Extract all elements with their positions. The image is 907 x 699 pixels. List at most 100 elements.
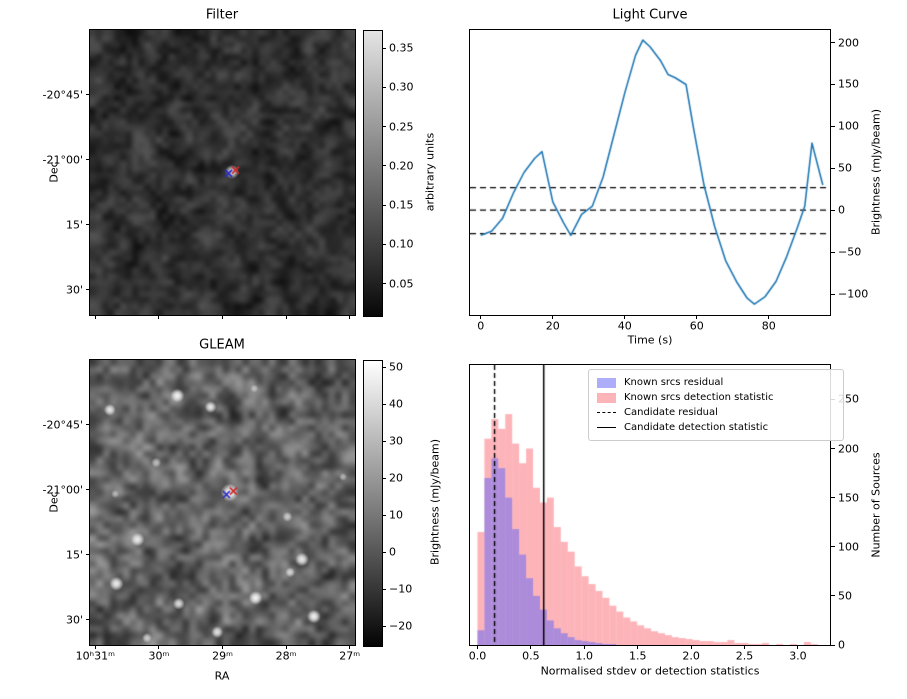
tick-label: 150 bbox=[838, 491, 859, 505]
tick-label: -20°45' bbox=[42, 418, 84, 432]
tick-mark bbox=[86, 159, 90, 161]
tick-label: 29ᵐ bbox=[212, 649, 233, 663]
tick-mark bbox=[476, 645, 478, 649]
tick-label: 0.10 bbox=[389, 237, 414, 251]
tick-mark bbox=[831, 209, 835, 211]
gleam-colorbar bbox=[363, 360, 383, 647]
tick-mark bbox=[382, 588, 386, 590]
tick-label: 10ʰ31ᵐ bbox=[75, 649, 115, 663]
gleam-colorbar-label: Brightness (mJy/beam) bbox=[428, 438, 442, 566]
filter-title: Filter bbox=[205, 7, 239, 23]
filter-colorbar bbox=[363, 30, 383, 317]
tick-label: 80 bbox=[761, 319, 776, 333]
legend-label-candidate-residual: Candidate residual bbox=[624, 407, 718, 418]
tick-label: −10 bbox=[389, 582, 413, 596]
tick-label: 30' bbox=[65, 613, 83, 627]
histogram-ylabel: Number of Sources bbox=[869, 452, 883, 558]
tick-mark bbox=[831, 497, 835, 499]
legend-label-known-srcs-residual: Known srcs residual bbox=[624, 377, 724, 388]
tick-label: 1.0 bbox=[575, 649, 594, 663]
lightcurve-plot bbox=[470, 30, 830, 315]
tick-mark bbox=[86, 619, 90, 621]
tick-label: 0 bbox=[477, 319, 485, 333]
tick-label: -21°00' bbox=[42, 153, 84, 167]
tick-mark bbox=[94, 645, 96, 649]
tick-label: 2.5 bbox=[735, 649, 754, 663]
tick-label: 0.25 bbox=[389, 120, 414, 134]
tick-mark bbox=[158, 645, 160, 649]
filter-colorbar-label: arbitrary units bbox=[423, 132, 437, 212]
tick-label: −50 bbox=[838, 245, 862, 259]
tick-mark bbox=[86, 224, 90, 226]
tick-mark bbox=[480, 315, 482, 319]
tick-mark bbox=[86, 289, 90, 291]
tick-mark bbox=[86, 554, 90, 556]
legend-row: Known srcs residual bbox=[597, 375, 835, 390]
tick-mark bbox=[222, 645, 223, 649]
tick-mark bbox=[831, 42, 835, 44]
legend-row: Known srcs detection statistic bbox=[597, 390, 835, 405]
tick-label: 150 bbox=[838, 77, 859, 91]
tick-label: -21°00' bbox=[42, 483, 84, 497]
legend-line-candidate-detection bbox=[597, 427, 616, 428]
tick-mark bbox=[831, 251, 835, 253]
tick-mark bbox=[382, 204, 386, 206]
tick-label: 200 bbox=[838, 36, 859, 50]
tick-mark bbox=[637, 645, 639, 649]
legend-label-candidate-detection: Candidate detection statistic bbox=[624, 422, 769, 433]
lightcurve-xlabel: Time (s) bbox=[627, 333, 673, 347]
tick-label: 15' bbox=[65, 548, 83, 562]
tick-mark bbox=[382, 86, 386, 88]
tick-mark bbox=[285, 315, 287, 319]
legend-patch-known-srcs-detection bbox=[597, 392, 616, 403]
tick-label: −20 bbox=[389, 619, 413, 633]
tick-label: 1.5 bbox=[628, 649, 647, 663]
tick-label: 50 bbox=[389, 360, 403, 374]
tick-mark bbox=[382, 243, 386, 245]
tick-mark bbox=[831, 546, 835, 548]
tick-label: 0.35 bbox=[389, 41, 414, 55]
tick-label: 50 bbox=[838, 161, 852, 175]
tick-label: 0.30 bbox=[389, 80, 414, 94]
tick-label: -20°45' bbox=[42, 88, 84, 102]
tick-label: 0 bbox=[389, 545, 396, 559]
tick-mark bbox=[552, 315, 554, 319]
tick-label: 3.0 bbox=[789, 649, 807, 663]
tick-label: 0 bbox=[838, 203, 845, 217]
tick-label: 30' bbox=[65, 283, 83, 297]
tick-label: 100 bbox=[838, 540, 859, 554]
gleam-image bbox=[90, 360, 355, 645]
tick-mark bbox=[530, 645, 532, 649]
gleam-title: GLEAM bbox=[199, 337, 245, 353]
tick-label: 200 bbox=[838, 442, 859, 455]
tick-mark bbox=[86, 489, 90, 491]
tick-label: 60 bbox=[689, 319, 704, 333]
tick-label: 0 bbox=[838, 638, 845, 652]
tick-label: 20 bbox=[545, 319, 560, 333]
legend-patch-known-srcs-residual bbox=[597, 377, 616, 388]
lightcurve-title: Light Curve bbox=[612, 7, 688, 23]
gleam-xlabel: RA bbox=[214, 669, 230, 683]
tick-label: 0.15 bbox=[389, 198, 414, 212]
tick-mark bbox=[382, 283, 386, 285]
tick-label: 10 bbox=[389, 508, 403, 522]
tick-mark bbox=[382, 165, 386, 167]
tick-mark bbox=[382, 440, 386, 442]
tick-mark bbox=[349, 645, 351, 649]
tick-label: 100 bbox=[838, 119, 859, 133]
tick-mark bbox=[382, 514, 386, 516]
tick-mark bbox=[86, 94, 90, 96]
lightcurve-ylabel: Brightness (mJy/beam) bbox=[869, 108, 883, 236]
histogram-xlabel: Normalised stdev or detection statistics bbox=[540, 664, 760, 678]
tick-mark bbox=[797, 645, 799, 649]
tick-label: 0.5 bbox=[522, 649, 540, 663]
tick-label: 40 bbox=[617, 319, 632, 333]
tick-mark bbox=[831, 125, 835, 127]
filter-image bbox=[90, 30, 355, 315]
tick-mark bbox=[583, 645, 585, 649]
tick-label: 0.20 bbox=[389, 159, 414, 173]
legend-line-candidate-residual bbox=[597, 412, 616, 413]
tick-mark bbox=[285, 645, 287, 649]
tick-label: 2.0 bbox=[682, 649, 700, 663]
